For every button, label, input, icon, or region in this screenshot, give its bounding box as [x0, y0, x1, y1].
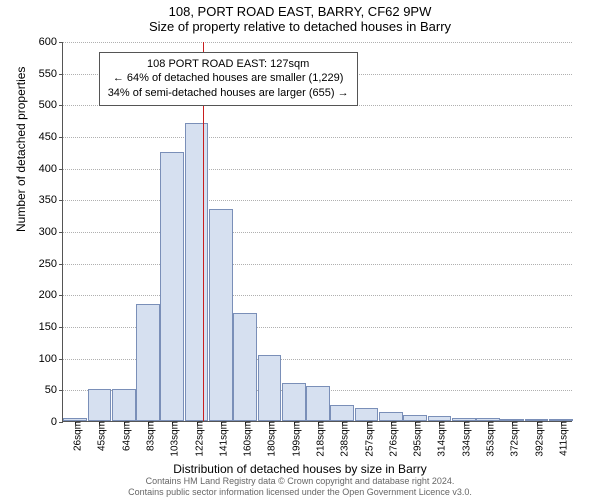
histogram-bar — [355, 408, 379, 421]
xtick-label: 218sqm — [310, 421, 327, 457]
xtick-label: 45sqm — [91, 421, 108, 451]
xtick-label: 238sqm — [334, 421, 351, 457]
histogram-bar — [379, 412, 403, 422]
xtick-label: 334sqm — [455, 421, 472, 457]
xtick-label: 180sqm — [261, 421, 278, 457]
histogram-bar — [160, 152, 184, 421]
gridline — [63, 232, 572, 233]
ytick-label: 250 — [39, 258, 63, 270]
annotation-box: 108 PORT ROAD EAST: 127sqm← 64% of detac… — [99, 52, 358, 107]
ytick-label: 550 — [39, 68, 63, 80]
gridline — [63, 264, 572, 265]
xtick-label: 353sqm — [480, 421, 497, 457]
histogram-bar — [185, 123, 209, 421]
xtick-label: 64sqm — [115, 421, 132, 451]
xtick-label: 141sqm — [212, 421, 229, 457]
xtick-label: 160sqm — [237, 421, 254, 457]
gridline — [63, 200, 572, 201]
ytick-label: 450 — [39, 131, 63, 143]
plot-area: 05010015020025030035040045050055060026sq… — [62, 42, 572, 422]
ytick-label: 150 — [39, 321, 63, 333]
histogram-bar — [233, 313, 257, 421]
page-title: 108, PORT ROAD EAST, BARRY, CF62 9PW — [0, 4, 600, 19]
ytick-label: 500 — [39, 99, 63, 111]
annotation-line: 34% of semi-detached houses are larger (… — [108, 86, 349, 101]
xtick-label: 392sqm — [528, 421, 545, 457]
ytick-label: 200 — [39, 289, 63, 301]
histogram-bar — [88, 389, 112, 421]
footer-line-2: Contains public sector information licen… — [0, 487, 600, 498]
xtick-label: 199sqm — [285, 421, 302, 457]
histogram-bar — [306, 386, 330, 421]
gridline — [63, 137, 572, 138]
gridline — [63, 42, 572, 43]
footer-line-1: Contains HM Land Registry data © Crown c… — [0, 476, 600, 487]
ytick-label: 350 — [39, 194, 63, 206]
xtick-label: 26sqm — [67, 421, 84, 451]
xtick-label: 411sqm — [552, 421, 569, 456]
xtick-label: 295sqm — [407, 421, 424, 457]
page-subtitle: Size of property relative to detached ho… — [0, 19, 600, 34]
y-axis-label: Number of detached properties — [14, 67, 28, 232]
histogram-bar — [282, 383, 306, 421]
gridline — [63, 169, 572, 170]
x-axis-label: Distribution of detached houses by size … — [0, 462, 600, 476]
ytick-label: 50 — [45, 384, 63, 396]
histogram-bar — [112, 389, 136, 421]
histogram-bar — [330, 405, 354, 421]
histogram-bar — [258, 355, 282, 422]
footer-attribution: Contains HM Land Registry data © Crown c… — [0, 476, 600, 498]
histogram-bar — [136, 304, 160, 421]
chart-area: 05010015020025030035040045050055060026sq… — [62, 42, 572, 422]
annotation-line: ← 64% of detached houses are smaller (1,… — [108, 71, 349, 86]
histogram-bar — [209, 209, 233, 421]
ytick-label: 0 — [51, 416, 63, 428]
xtick-label: 257sqm — [358, 421, 375, 457]
xtick-label: 122sqm — [188, 421, 205, 457]
xtick-label: 83sqm — [140, 421, 157, 451]
ytick-label: 400 — [39, 163, 63, 175]
xtick-label: 372sqm — [504, 421, 521, 457]
annotation-line: 108 PORT ROAD EAST: 127sqm — [108, 57, 349, 72]
xtick-label: 103sqm — [164, 421, 181, 457]
xtick-label: 276sqm — [382, 421, 399, 457]
gridline — [63, 295, 572, 296]
ytick-label: 300 — [39, 226, 63, 238]
ytick-label: 100 — [39, 353, 63, 365]
xtick-label: 314sqm — [431, 421, 448, 457]
ytick-label: 600 — [39, 36, 63, 48]
